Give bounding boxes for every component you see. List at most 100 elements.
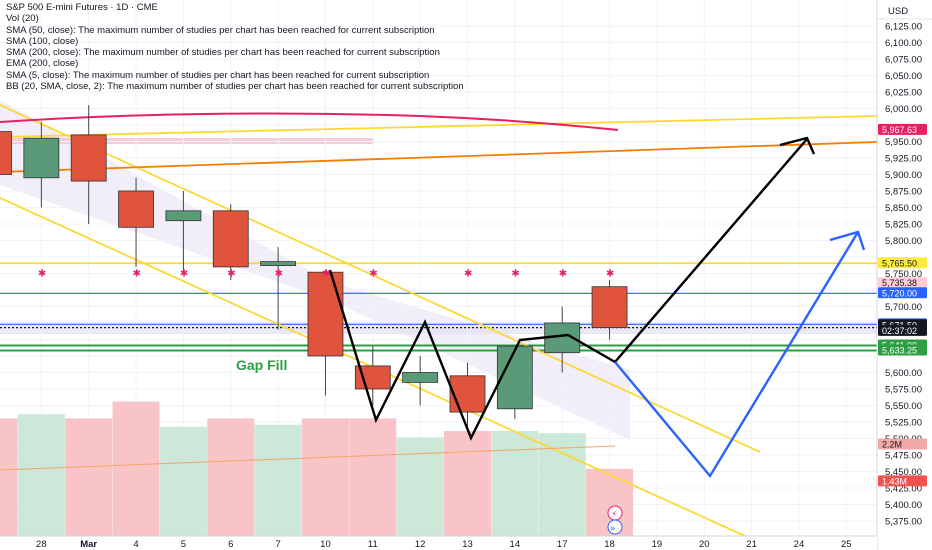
time-tick-label: 14 xyxy=(510,539,521,550)
time-tick-label: 18 xyxy=(604,539,615,550)
volume-bar xyxy=(17,414,65,536)
price-tick-label: 6,000.00 xyxy=(885,104,922,115)
price-tick-label: 5,700.00 xyxy=(885,302,922,313)
sma5-marker: ✱ xyxy=(369,268,377,279)
candle-body[interactable] xyxy=(496,345,533,410)
indicator-sma-100[interactable]: SMA (100, close) xyxy=(6,35,79,47)
volume-bar xyxy=(207,418,255,536)
time-tick-label: 5 xyxy=(181,539,186,550)
candle-body[interactable] xyxy=(449,375,486,413)
time-tick-label: 7 xyxy=(275,539,280,550)
volume-bar xyxy=(396,437,444,536)
price-tag[interactable] xyxy=(878,324,927,336)
svg-text:»: » xyxy=(610,524,616,534)
price-tag[interactable] xyxy=(878,123,927,135)
price-tick-label: 5,525.00 xyxy=(885,418,922,429)
sma5-marker: ✱ xyxy=(464,268,472,279)
price-tag-label: 5,720.00 xyxy=(882,288,917,298)
price-tick-label: 6,100.00 xyxy=(885,38,922,49)
sma5-marker: ✱ xyxy=(227,268,235,279)
price-tick-label: 5,425.00 xyxy=(885,484,922,495)
price-tick-label: 6,025.00 xyxy=(885,88,922,99)
volume-bar xyxy=(254,424,302,536)
time-tick-label: 21 xyxy=(746,539,757,550)
price-tick-label: 5,475.00 xyxy=(885,451,922,462)
time-tick-label: 12 xyxy=(415,539,426,550)
flash-icon[interactable]: ⚡ xyxy=(607,505,623,521)
indicator-vol[interactable]: Vol (20) xyxy=(6,13,39,25)
time-tick-label: 28 xyxy=(36,539,47,550)
volume-bar xyxy=(444,431,491,536)
svg-text:⚡: ⚡ xyxy=(611,510,617,520)
candle-body[interactable] xyxy=(23,137,60,179)
time-tick-labels: 28 Mar 4 5 6 7 10 11 12 13 14 17 18 19 20 21 24 25 xyxy=(36,539,852,550)
price-tick-labels: 6,125.00 6,100.00 6,075.00 6,050.00 6,025.00… xyxy=(885,22,922,528)
time-tick-label: 4 xyxy=(133,539,138,550)
candle-body[interactable] xyxy=(212,210,249,268)
price-tag[interactable] xyxy=(878,277,927,289)
candle-body[interactable] xyxy=(402,372,439,383)
symbol-title[interactable]: S&P 500 E-mini Futures · 1D · CME xyxy=(6,2,158,13)
candle-body[interactable] xyxy=(591,286,628,329)
price-tick-label: 6,050.00 xyxy=(885,71,922,82)
time-tick-label: 10 xyxy=(320,539,331,550)
projection-path-blue[interactable] xyxy=(614,231,860,479)
currency-label: USD xyxy=(888,6,908,17)
sma5-marker: ✱ xyxy=(559,268,567,279)
time-axis[interactable] xyxy=(0,536,877,550)
price-tag[interactable] xyxy=(878,475,927,487)
forward-icon[interactable]: » xyxy=(607,519,623,535)
sma5-marker: ✱ xyxy=(38,268,46,279)
indicator-sma-50[interactable]: SMA (50, close): The maximum number of s… xyxy=(6,24,435,36)
candle-body[interactable] xyxy=(165,210,202,222)
sma5-marker: ✱ xyxy=(275,268,283,279)
projection-arrowhead-black xyxy=(779,136,816,155)
candle-body[interactable] xyxy=(260,261,297,266)
price-tick-label: 5,750.00 xyxy=(885,269,922,280)
time-tick-label: 13 xyxy=(462,539,473,550)
price-axis[interactable] xyxy=(877,0,932,550)
horizontal-levels xyxy=(0,262,877,352)
indicator-sma-200[interactable]: SMA (200, close): The maximum number of … xyxy=(6,47,440,59)
time-tick-label: 20 xyxy=(699,539,710,550)
sma5-markers: ✱ ✱ ✱ ✱ ✱ ✱ ✱ ✱ ✱ ✱ ✱ xyxy=(38,268,615,279)
gap-zone xyxy=(0,322,877,334)
price-tag[interactable] xyxy=(878,257,927,269)
price-tag-label: 5,967.63 xyxy=(882,125,917,135)
gap-fill-label: Gap Fill xyxy=(236,357,287,373)
sma5-marker: ✱ xyxy=(133,268,141,279)
time-tick-label: 6 xyxy=(228,539,233,550)
price-tag[interactable] xyxy=(878,287,927,299)
price-tick-label: 6,075.00 xyxy=(885,55,922,66)
price-tag-label: 5,633.25 xyxy=(882,346,917,356)
indicator-sma-5[interactable]: SMA (5, close): The maximum number of st… xyxy=(6,69,430,81)
indicator-bb-20[interactable]: BB (20, SMA, close, 2): The maximum numb… xyxy=(6,81,464,93)
time-tick-label: Mar xyxy=(80,539,97,550)
price-tick-label: 5,450.00 xyxy=(885,467,922,478)
volume-bar xyxy=(301,418,349,536)
indicator-ema-200[interactable]: EMA (200, close) xyxy=(6,58,79,70)
price-tick-label: 5,825.00 xyxy=(885,220,922,231)
price-tick-label: 5,925.00 xyxy=(885,154,922,165)
volume-bar xyxy=(491,431,539,536)
volume-bar xyxy=(349,418,397,536)
sma5-marker: ✱ xyxy=(180,268,188,279)
price-tag[interactable] xyxy=(878,438,927,450)
orange-trendline[interactable] xyxy=(0,141,878,173)
price-tick-label: 5,600.00 xyxy=(885,368,922,379)
price-tick-label: 5,800.00 xyxy=(885,236,922,247)
time-tick-label: 11 xyxy=(368,539,378,550)
time-tick-label: 24 xyxy=(794,539,805,550)
candle-body[interactable] xyxy=(0,131,12,175)
candle-body[interactable] xyxy=(118,190,154,228)
volume-bar xyxy=(0,418,18,536)
price-tick-label: 5,375.00 xyxy=(885,517,922,528)
candle-body[interactable] xyxy=(307,271,344,357)
price-tick-label: 5,400.00 xyxy=(885,500,922,511)
projection-path-black[interactable] xyxy=(328,138,808,441)
price-tag[interactable] xyxy=(878,344,927,356)
trendline-top[interactable] xyxy=(0,115,878,138)
candle-body[interactable] xyxy=(70,134,107,182)
trendline-upper[interactable] xyxy=(0,104,761,453)
